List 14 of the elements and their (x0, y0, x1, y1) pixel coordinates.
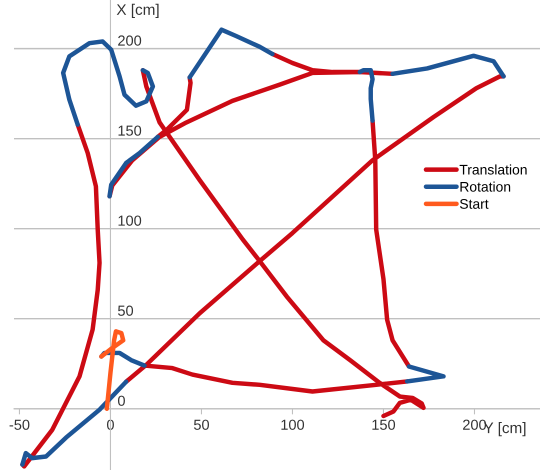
x-tick-label: -50 (10, 420, 30, 430)
legend-label: Translation (460, 164, 527, 175)
y-tick-label: 150 (118, 125, 142, 136)
y-tick-label: 200 (118, 35, 142, 46)
y-tick-label: 50 (118, 306, 134, 316)
x-tick-label: 100 (281, 420, 304, 430)
legend-label: Start (460, 199, 489, 209)
y-axis-title: X [cm] (116, 4, 159, 18)
x-tick-label: 50 (194, 420, 210, 430)
x-tick-label: 200 (463, 420, 486, 430)
legend-label: Rotation (460, 182, 510, 192)
x-tick-label: 150 (372, 420, 396, 430)
y-tick-label: 100 (118, 215, 142, 226)
y-tick-label: 0 (118, 396, 125, 406)
